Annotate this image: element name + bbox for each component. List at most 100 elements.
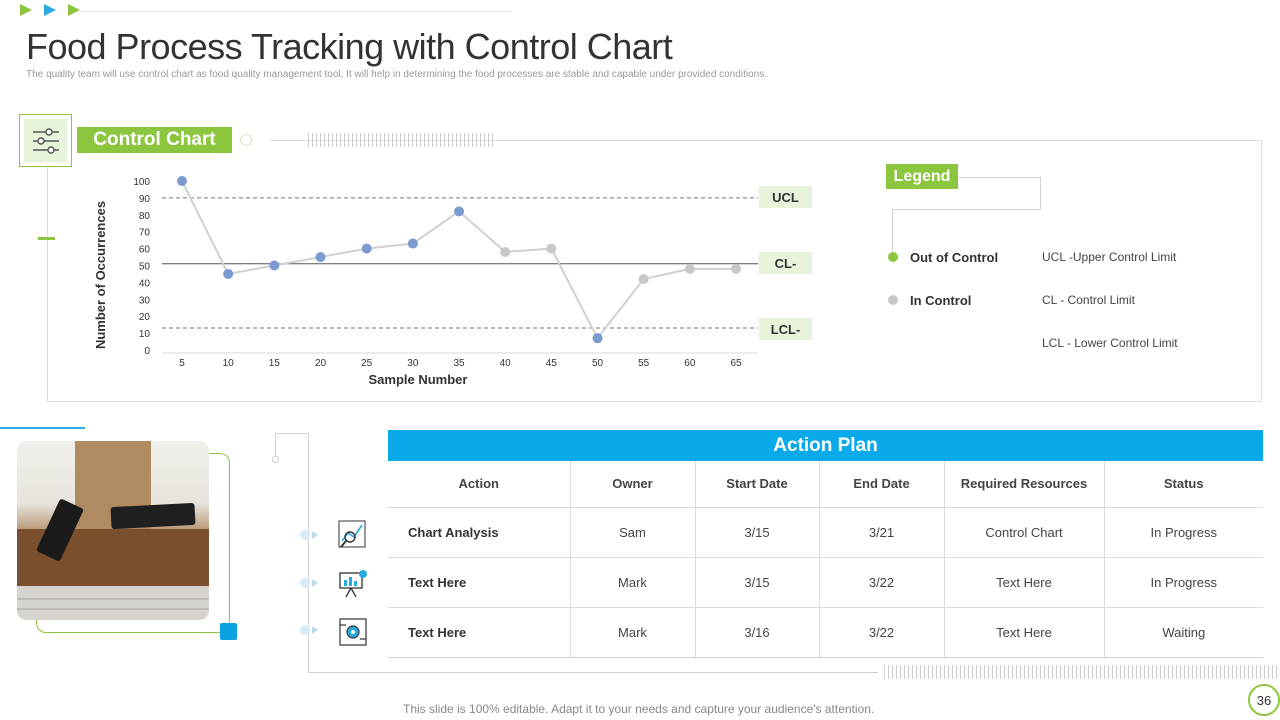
cell-status: In Progress (1104, 507, 1263, 558)
data-point (269, 260, 280, 271)
arrow-icon (20, 4, 32, 16)
cell-end-date: 3/21 (819, 507, 945, 558)
sliders-icon (32, 127, 59, 154)
column-header-start-date: Start Date (695, 461, 820, 508)
cell-action: Text Here (388, 557, 571, 608)
legend-item-in-control: In Control (910, 293, 972, 308)
table-row: Chart Analysis Sam 3/15 3/21 Control Cha… (388, 507, 1263, 558)
cell-status: Waiting (1104, 607, 1263, 658)
panel-top-border (270, 140, 1262, 141)
y-tick-label: 30 (139, 295, 151, 306)
arrow-icon (44, 4, 56, 16)
cell-status: In Progress (1104, 557, 1263, 608)
x-tick-label: 20 (315, 358, 327, 369)
tree-connector (275, 433, 276, 457)
cell-start-date: 3/16 (695, 607, 820, 658)
data-point (223, 268, 234, 279)
y-tick-label: 60 (139, 245, 151, 256)
x-tick-label: 60 (684, 358, 696, 369)
page-title: Food Process Tracking with Control Chart (26, 26, 673, 67)
data-point (177, 176, 187, 186)
control-chart-panel (47, 140, 1262, 402)
page-number: 36 (1248, 684, 1280, 716)
row-bullet (300, 577, 322, 589)
y-tick-label: 70 (139, 228, 151, 239)
y-tick-label: 50 (139, 262, 151, 273)
barista-photo (17, 441, 209, 620)
cell-resources: Control Chart (944, 507, 1105, 558)
panel-left-border (47, 165, 48, 402)
tree-node (272, 456, 279, 463)
legend-connector (892, 209, 1041, 210)
data-point (638, 274, 649, 285)
data-point (407, 238, 418, 249)
legend-frame (958, 177, 1041, 210)
page-subtitle: The quality team will use control chart … (26, 69, 767, 80)
presentation-board-icon (339, 570, 367, 598)
data-point (500, 246, 511, 257)
tree-connector (275, 433, 309, 434)
ucl-tag: UCL (759, 186, 812, 208)
x-tick-label: 40 (500, 358, 512, 369)
legend-dot-out-of-control (888, 252, 898, 262)
column-header-required-resources: Required Resources (944, 461, 1105, 508)
chart-analysis-icon (338, 520, 366, 548)
cell-owner: Mark (570, 557, 696, 608)
x-tick-label: 35 (453, 358, 465, 369)
tree-connector (308, 433, 309, 673)
legend-connector (892, 209, 893, 257)
x-tick-label: 15 (269, 358, 281, 369)
green-dash-decoration (38, 237, 55, 240)
row-bullet (300, 624, 322, 636)
settings-icon-box (19, 114, 72, 167)
y-tick-label: 80 (139, 211, 151, 222)
control-chart-label: Control Chart (77, 127, 232, 153)
data-point (315, 252, 326, 263)
hatch-decoration (308, 133, 494, 147)
cl-tag: CL- (759, 252, 812, 274)
top-arrow-decoration (20, 4, 80, 16)
cell-owner: Mark (570, 607, 696, 658)
column-header-end-date: End Date (819, 461, 945, 508)
table-row: Text Here Mark 3/16 3/22 Text Here Waiti… (388, 607, 1263, 658)
cell-resources: Text Here (944, 607, 1105, 658)
data-point (684, 263, 695, 274)
x-axis-label: Sample Number (369, 372, 468, 387)
y-tick-label: 90 (139, 194, 151, 205)
series-line (181, 180, 737, 341)
cell-end-date: 3/22 (819, 607, 945, 658)
cell-action: Text Here (388, 607, 571, 658)
lcl-tag: LCL- (759, 318, 812, 340)
y-tick-label: 10 (139, 329, 151, 340)
legend-title: Legend (886, 164, 958, 189)
x-tick-label: 25 (361, 358, 373, 369)
y-tick-label: 100 (133, 177, 150, 188)
action-plan-title: Action Plan (388, 430, 1263, 461)
data-point (592, 333, 603, 344)
y-tick-label: 0 (144, 346, 150, 357)
photo-illustration (17, 441, 209, 620)
circle-decoration (240, 134, 252, 146)
top-divider (80, 11, 510, 12)
action-plan-table: Action Owner Start Date End Date Require… (388, 461, 1263, 658)
column-header-action: Action (388, 461, 571, 508)
cell-start-date: 3/15 (695, 557, 820, 608)
cell-start-date: 3/15 (695, 507, 820, 558)
x-tick-label: 55 (638, 358, 650, 369)
blue-accent-line (0, 427, 85, 429)
data-point (546, 243, 557, 254)
y-axis-label: Number of Occurrences (93, 201, 108, 349)
cell-owner: Sam (570, 507, 696, 558)
legend-item-out-of-control: Out of Control (910, 250, 999, 265)
cell-end-date: 3/22 (819, 557, 945, 608)
legend-dot-in-control (888, 295, 898, 305)
x-tick-label: 10 (223, 358, 235, 369)
process-settings-icon (339, 618, 367, 646)
legend-definition-ucl: UCL -Upper Control Limit (1042, 250, 1177, 264)
tree-connector (308, 672, 878, 673)
column-header-status: Status (1104, 461, 1263, 508)
cell-action: Chart Analysis (388, 507, 571, 558)
y-tick-label: 20 (139, 312, 151, 323)
x-tick-label: 65 (730, 358, 742, 369)
x-tick-label: 30 (407, 358, 419, 369)
